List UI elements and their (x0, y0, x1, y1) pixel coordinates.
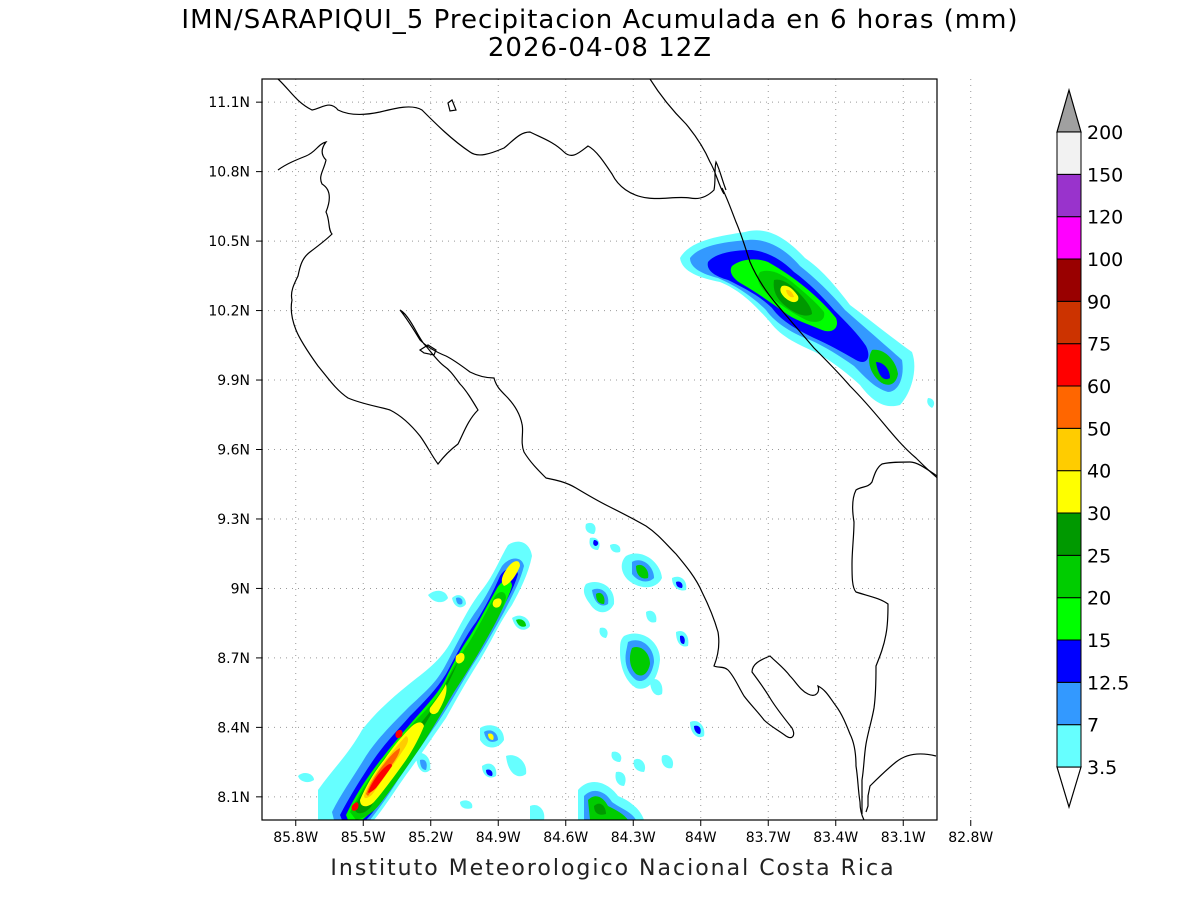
colorbar-level-label: 25 (1087, 545, 1111, 567)
colorbar-swatch (1056, 639, 1082, 683)
colorbar-swatch (1056, 258, 1082, 302)
colorbar-level-label: 60 (1087, 376, 1111, 398)
lon-tick-label: 85.5W (341, 830, 386, 846)
lake-nicaragua (447, 99, 457, 112)
colorbar-level-label: 100 (1087, 249, 1123, 271)
colorbar-level-label: 90 (1087, 291, 1111, 313)
nicaragua-coast-line (277, 79, 727, 200)
lat-tick-label: 8.7N (217, 651, 250, 667)
lon-tick-label: 84W (685, 830, 717, 846)
map-frame (261, 78, 938, 821)
colorbar-level-label: 40 (1087, 461, 1111, 483)
lon-tick-label: 85.2W (408, 830, 453, 846)
colorbar-level-label: 120 (1087, 207, 1123, 229)
colorbar-level-label: 12.5 (1087, 672, 1129, 694)
map-subtitle: 2026-04-08 12Z (487, 33, 713, 63)
rain-cells-scattered (298, 522, 705, 820)
pacific-coast-north (277, 141, 865, 820)
lon-tick-label: 85.8W (273, 830, 318, 846)
lon-tick-label: 82.8W (948, 830, 993, 846)
lat-tick-label: 9N (231, 581, 250, 597)
colorbar-swatch (1056, 173, 1082, 218)
nicaragua-caribbean-shore (649, 79, 725, 195)
lat-tick-label: 9.6N (217, 443, 250, 459)
lat-tick-label: 10.5N (208, 234, 250, 250)
colorbar-swatch (1056, 470, 1082, 514)
lon-tick-label: 83.1W (881, 830, 926, 846)
colorbar-level-label: 3.5 (1087, 757, 1117, 779)
map-grid (262, 79, 972, 820)
precipitation-field (298, 230, 935, 820)
lat-tick-label: 8.1N (217, 790, 250, 806)
lon-tick-label: 83.7W (746, 830, 791, 846)
colorbar-swatch (1056, 385, 1082, 429)
lat-tick-label: 11.1N (208, 95, 250, 111)
colorbar-level-label: 150 (1087, 164, 1123, 186)
lat-tick-label: 10.2N (208, 304, 250, 320)
colorbar-under-arrow (1056, 766, 1082, 810)
lon-tick-label: 83.4W (813, 830, 858, 846)
colorbar-swatch (1056, 343, 1082, 387)
colorbar-swatch (1056, 554, 1082, 599)
lon-tick-label: 84.6W (543, 830, 588, 846)
rain-band-northeast (680, 230, 935, 408)
lat-tick-label: 9.3N (217, 512, 250, 528)
colorbar-level-label: 75 (1087, 334, 1111, 356)
longitude-labels: 85.8W 85.5W 85.2W 84.9W 84.6W 84.3W 84W 83.7W 83… (273, 820, 993, 846)
colorbar-swatch (1056, 512, 1082, 556)
colorbar-level-label: 20 (1087, 588, 1111, 610)
lon-tick-label: 84.3W (611, 830, 656, 846)
lon-tick-label: 84.9W (476, 830, 521, 846)
lat-tick-label: 9.9N (217, 373, 250, 389)
pacific-coast-nicoya-lake (418, 344, 437, 356)
latitude-labels: 8.1N 8.4N 8.7N 9N 9.3N 9.6N 9.9N 10.2N 10.5N 10.8… (208, 95, 262, 806)
coastlines (277, 79, 937, 820)
colorbar-swatch (1056, 597, 1082, 641)
lat-tick-label: 8.4N (217, 720, 250, 736)
lat-tick-label: 10.8N (208, 165, 250, 181)
colorbar-swatch (1056, 427, 1082, 472)
colorbar-swatch (1056, 724, 1082, 768)
colorbar-swatch (1056, 300, 1082, 345)
colorbar-swatch (1056, 681, 1082, 726)
colorbar-over-arrow (1056, 87, 1082, 133)
footer-credit: Instituto Meteorologico Nacional Costa R… (330, 856, 896, 881)
colorbar-level-label: 50 (1087, 418, 1111, 440)
colorbar-level-label: 15 (1087, 630, 1111, 652)
map-title: IMN/SARAPIQUI_5 Precipitacion Acumulada … (181, 5, 1019, 35)
colorbar-level-label: 30 (1087, 503, 1111, 525)
rain-band-southwest (318, 541, 532, 820)
colorbar-level-label: 200 (1087, 122, 1123, 144)
colorbar-swatch (1056, 216, 1082, 260)
colorbar-level-label: 7 (1087, 715, 1099, 737)
panama-border (851, 461, 937, 814)
panama-coast (865, 753, 937, 813)
colorbar-swatch (1056, 131, 1082, 175)
caribbean-coast (721, 187, 937, 479)
colorbar: 3.5 7 12.5 15 20 25 30 40 50 60 75 90 100 120 150 200 (1056, 87, 1129, 810)
